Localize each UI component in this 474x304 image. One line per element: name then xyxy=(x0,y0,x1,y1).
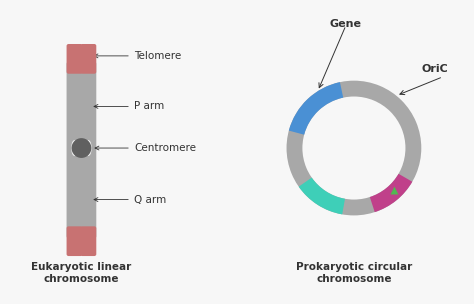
Text: Prokaryotic circular
chromosome: Prokaryotic circular chromosome xyxy=(296,262,412,284)
FancyBboxPatch shape xyxy=(81,44,96,74)
Text: Q arm: Q arm xyxy=(134,195,166,205)
Ellipse shape xyxy=(71,140,78,156)
FancyBboxPatch shape xyxy=(66,62,82,238)
Wedge shape xyxy=(287,81,421,216)
Text: Centromere: Centromere xyxy=(134,143,196,153)
FancyBboxPatch shape xyxy=(66,226,82,256)
Wedge shape xyxy=(370,174,412,212)
Circle shape xyxy=(72,138,91,158)
Text: Gene: Gene xyxy=(330,19,362,29)
Ellipse shape xyxy=(85,140,91,156)
Polygon shape xyxy=(391,187,399,195)
Text: OriC: OriC xyxy=(421,64,448,74)
FancyBboxPatch shape xyxy=(81,62,96,238)
Text: P arm: P arm xyxy=(134,102,164,112)
FancyBboxPatch shape xyxy=(81,226,96,256)
FancyBboxPatch shape xyxy=(66,44,82,74)
Wedge shape xyxy=(299,178,345,214)
Text: Eukaryotic linear
chromosome: Eukaryotic linear chromosome xyxy=(31,262,132,284)
Text: Telomere: Telomere xyxy=(134,51,181,61)
Wedge shape xyxy=(289,82,343,135)
